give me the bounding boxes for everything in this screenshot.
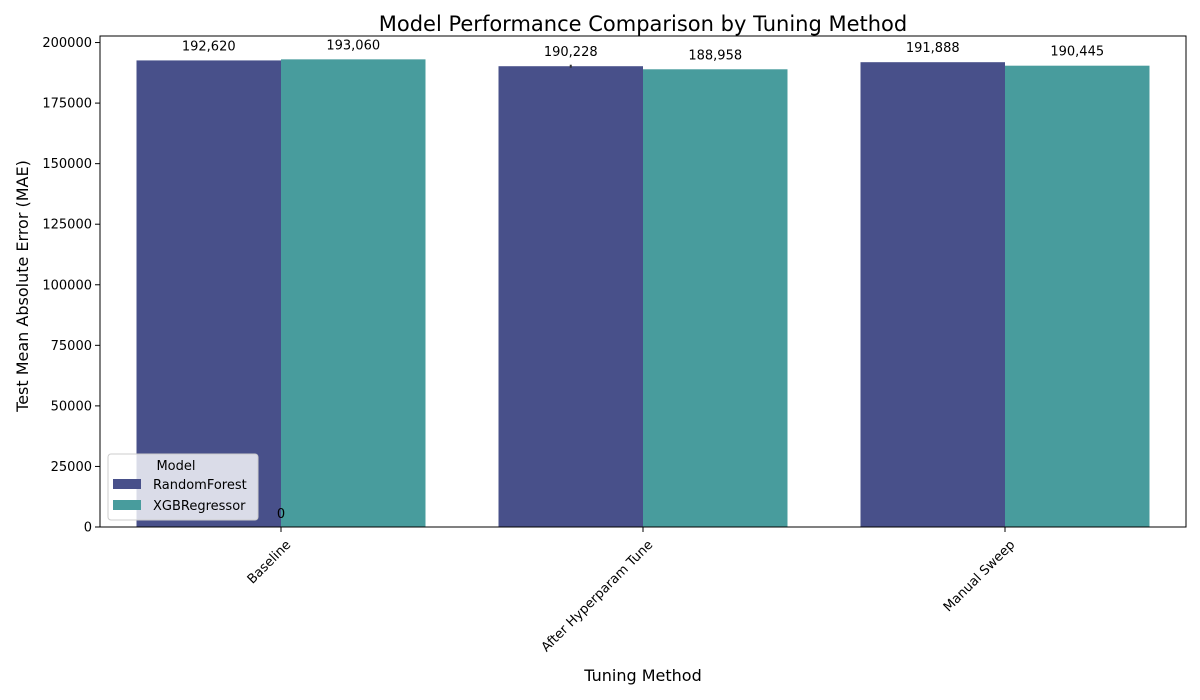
x-tick-label: After Hyperparam Tune bbox=[539, 538, 657, 656]
bar-randomforest-3 bbox=[860, 62, 1005, 527]
plot-area: 192,620 193,060 190,228 188,958 191,888 190,4… bbox=[42, 35, 1187, 656]
chart-title: Model Performance Comparison by Tuning M… bbox=[379, 12, 908, 36]
y-tick-label: 0 bbox=[84, 521, 92, 536]
bar-randomforest-1 bbox=[136, 60, 281, 528]
y-tick-label: 50000 bbox=[51, 399, 92, 414]
y-tick-label: 75000 bbox=[51, 339, 92, 354]
bar-xgbregressor-1 bbox=[281, 59, 426, 527]
y-tick-label: 175000 bbox=[42, 97, 92, 112]
data-label: 192,620 bbox=[182, 39, 236, 54]
legend-title: Model bbox=[156, 459, 195, 474]
legend: Model RandomForest XGBRegressor bbox=[107, 453, 259, 521]
legend-item-randomforest: RandomForest bbox=[153, 478, 247, 493]
y-tick-label: 25000 bbox=[51, 460, 92, 475]
data-label: 190,445 bbox=[1050, 45, 1104, 60]
legend-item-xgbregressor: XGBRegressor bbox=[153, 499, 246, 514]
bar-randomforest-2 bbox=[498, 66, 643, 528]
y-tick-label: 100000 bbox=[42, 278, 92, 293]
x-tick-label: Manual Sweep bbox=[941, 538, 1018, 615]
y-axis-label: Test Mean Absolute Error (MAE) bbox=[13, 160, 32, 413]
data-label: 193,060 bbox=[326, 38, 380, 53]
x-tick-label: Baseline bbox=[245, 538, 295, 588]
y-tick-label: 200000 bbox=[42, 36, 92, 51]
data-label: 190,228 bbox=[544, 45, 598, 60]
y-tick-label: 125000 bbox=[42, 218, 92, 233]
legend-box bbox=[107, 453, 259, 521]
bar-xgbregressor-3 bbox=[1005, 65, 1150, 527]
y-tick-label: 150000 bbox=[42, 157, 92, 172]
data-label: 191,888 bbox=[906, 41, 960, 56]
bar-xgbregressor-2 bbox=[643, 69, 788, 527]
data-label: 188,958 bbox=[688, 48, 742, 63]
legend-swatch bbox=[113, 500, 141, 510]
legend-swatch bbox=[113, 479, 141, 489]
x-axis-label: Tuning Method bbox=[583, 666, 701, 685]
annotation-zero: 0 bbox=[277, 507, 285, 522]
